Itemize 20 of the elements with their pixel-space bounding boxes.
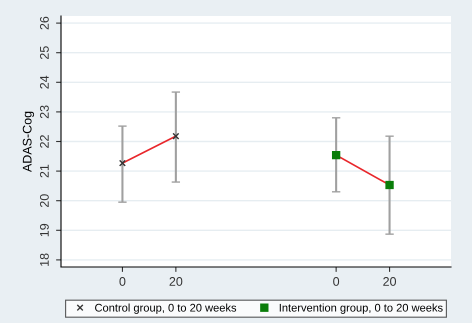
x-tick-label: 20 bbox=[170, 277, 182, 286]
y-tick-label: 19 bbox=[40, 224, 49, 236]
x-tick-label: 0 bbox=[119, 277, 126, 286]
point bbox=[172, 132, 180, 140]
y-tick-label: 20 bbox=[40, 194, 49, 208]
y-tick-label: 25 bbox=[40, 46, 49, 60]
point bbox=[332, 150, 340, 160]
y-tick-label: 23 bbox=[40, 106, 49, 118]
y-tick-label: 26 bbox=[40, 16, 49, 30]
x-tick-label: 0 bbox=[333, 277, 340, 286]
y-tick-label: 18 bbox=[40, 253, 49, 266]
point bbox=[118, 160, 126, 167]
x-tick-label: 20 bbox=[383, 277, 396, 286]
y-tick-label: 21 bbox=[40, 164, 49, 178]
point bbox=[385, 180, 394, 190]
legend-label: Intervention group, 0 to 20 weeks bbox=[280, 304, 443, 314]
y-tick-label: 22 bbox=[40, 135, 49, 148]
y-tick-label: 24 bbox=[40, 76, 49, 89]
y-axis-title: ADAS-Cog bbox=[22, 112, 34, 172]
legend-label: Control group, 0 to 20 weeks bbox=[95, 304, 236, 314]
